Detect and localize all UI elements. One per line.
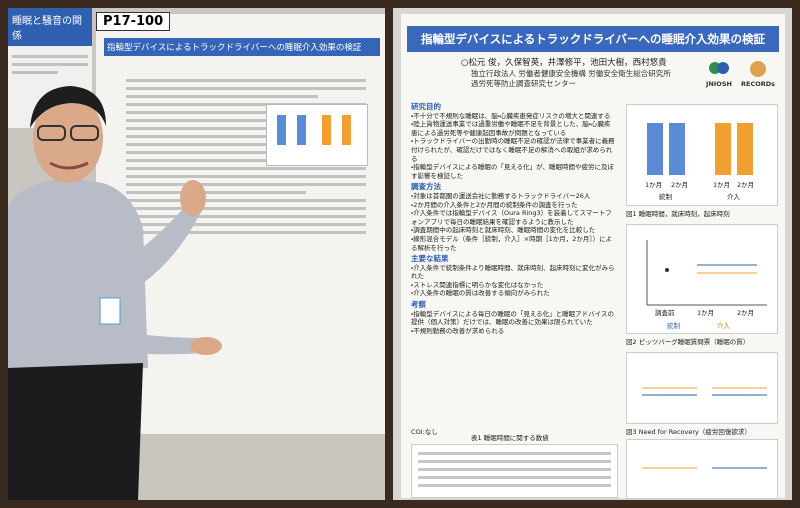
logo: JNIOSH <box>706 58 732 88</box>
figure-3-plot <box>642 387 767 396</box>
logo-text: RECORDs <box>741 80 776 88</box>
authors: ○松元 俊，久保智英，井澤修平，池田大樹，西村悠貴 <box>461 58 667 68</box>
section-item: 指輪型デバイスによる睡眠の「見える化」が、睡眠時間や疲労に及ぼす影響を検証した <box>411 163 616 180</box>
section-item: 介入条件で統制条件より睡眠時間、就床時刻、起床時刻に変化がみられた <box>411 264 616 281</box>
section-item: 陸上貨物運送事業では過重労働や睡眠不足を背景とした、脳・心臓疾患による過労死等や… <box>411 120 616 137</box>
section-item: 調査期間中の起床時刻と就床時刻、睡眠時間の変化を比較した <box>411 226 616 235</box>
figure-3-top <box>626 352 778 424</box>
logo-mark <box>750 61 766 77</box>
figure-caption: 図1 睡眠時間，就床時刻，起床時刻 <box>626 210 730 218</box>
section-heading: 研究目的 <box>411 102 441 111</box>
group-label: 統制 <box>659 193 672 201</box>
section-item: 線形混合モデル（条件［統制，介入］×時期［1か月，2か月］）による解析を行った <box>411 235 616 252</box>
figure-2: 調査前 1か月 2か月 統制 介入 <box>626 224 778 334</box>
logo: RECORDs <box>741 58 775 88</box>
back-poster-title: 指輪型デバイスによるトラックドライバーへの睡眠介入効果の検証 <box>104 38 380 56</box>
poster-title: 指輪型デバイスによるトラックドライバーへの睡眠介入効果の検証 <box>407 26 779 52</box>
side-poster-text <box>8 46 92 83</box>
section-heading: 主要な結果 <box>411 254 449 264</box>
chart-box <box>669 123 685 175</box>
section-item: ストレス関連指標に明らかな変化はなかった <box>411 281 616 290</box>
figure-3-bottom <box>626 439 778 499</box>
chart-box <box>715 123 731 175</box>
right-photo: 指輪型デバイスによるトラックドライバーへの睡眠介入効果の検証 ○松元 俊，久保智… <box>393 8 792 500</box>
affiliation: 独立行政法人 労働者健康安全機構 労働安全衛生総合研究所 過労死等防止調査研究セ… <box>471 69 671 89</box>
table-rows <box>412 445 617 494</box>
x-label: 1か月 <box>645 181 663 189</box>
affiliation-line: 過労死等防止調査研究センター <box>471 79 576 88</box>
x-label: 調査前 <box>655 309 675 317</box>
section-heading: 調査方法 <box>411 182 441 192</box>
section-item: 介入条件の睡眠の質は改善する傾向がみられた <box>411 289 616 298</box>
figure-3-plot <box>642 467 767 469</box>
chart-box <box>737 123 753 175</box>
x-label: 1か月 <box>713 181 731 189</box>
poster: 指輪型デバイスによるトラックドライバーへの睡眠介入効果の検証 ○松元 俊，久保智… <box>401 14 785 499</box>
section-item: 不規則勤務の改善が求められる <box>411 327 616 336</box>
presenter <box>8 86 222 500</box>
side-poster-title: 睡眠と騒音の関係 <box>8 8 92 46</box>
affiliation-line: 独立行政法人 労働者健康安全機構 労働安全衛生総合研究所 <box>471 69 671 78</box>
table-caption: 表1 睡眠時間に関する数値 <box>471 434 549 442</box>
section-heading: 考察 <box>411 300 426 310</box>
chart-box <box>647 123 663 175</box>
back-poster-text <box>126 74 366 239</box>
x-label: 2か月 <box>671 181 689 189</box>
section-item: 対象は首都圏の運送会社に勤務するトラックドライバー26人 <box>411 192 616 201</box>
section-item: 2か月間の介入条件と2か月間の統制条件の調査を行った <box>411 201 616 210</box>
section-item: 不十分で不規則な睡眠は、脳・心臓疾患発症リスクの増大と関連する <box>411 112 616 121</box>
x-label: 2か月 <box>737 309 755 317</box>
figure-2-plot <box>646 240 767 306</box>
coi: COI:なし <box>411 428 438 436</box>
logo-mark <box>709 62 729 74</box>
board-number: P17-100 <box>96 12 171 31</box>
figure-caption: 図2 ピッツバーグ睡眠質問票（睡眠の質） <box>626 338 750 346</box>
legend-entry: 統制 <box>667 322 680 330</box>
section-item: トラックドライバーの出勤時の睡眠不足の確認が法律で事業者に義務付けられたが、確認… <box>411 137 616 163</box>
x-label: 1か月 <box>697 309 715 317</box>
poster-text: 研究目的不十分で不規則な睡眠は、脳・心臓疾患発症リスクの増大と関連する陸上貨物運… <box>411 100 616 335</box>
back-poster-figure <box>266 104 368 166</box>
legend-entry: 介入 <box>717 322 730 330</box>
section-item: 介入条件では指輪型デバイス（Oura Ring3）を装着してスマートフォンアプリ… <box>411 209 616 226</box>
group-label: 介入 <box>727 193 740 201</box>
left-photo: 睡眠と騒音の関係 P17-100 指輪型デバイスによるトラックドライバーへの睡眠… <box>8 8 385 500</box>
table <box>411 444 618 498</box>
x-label: 2か月 <box>737 181 755 189</box>
section-item: 指輪型デバイスによる毎日の睡眠の「見える化」と睡眠アドバイスの提供（個人対策）だ… <box>411 310 616 327</box>
logo-text: JNIOSH <box>706 80 732 88</box>
figure-1: 1か月 2か月 1か月 2か月 統制 介入 <box>626 104 778 206</box>
figure-caption: 図3 Need for Recovery（疲労回復欲求） <box>626 428 751 436</box>
